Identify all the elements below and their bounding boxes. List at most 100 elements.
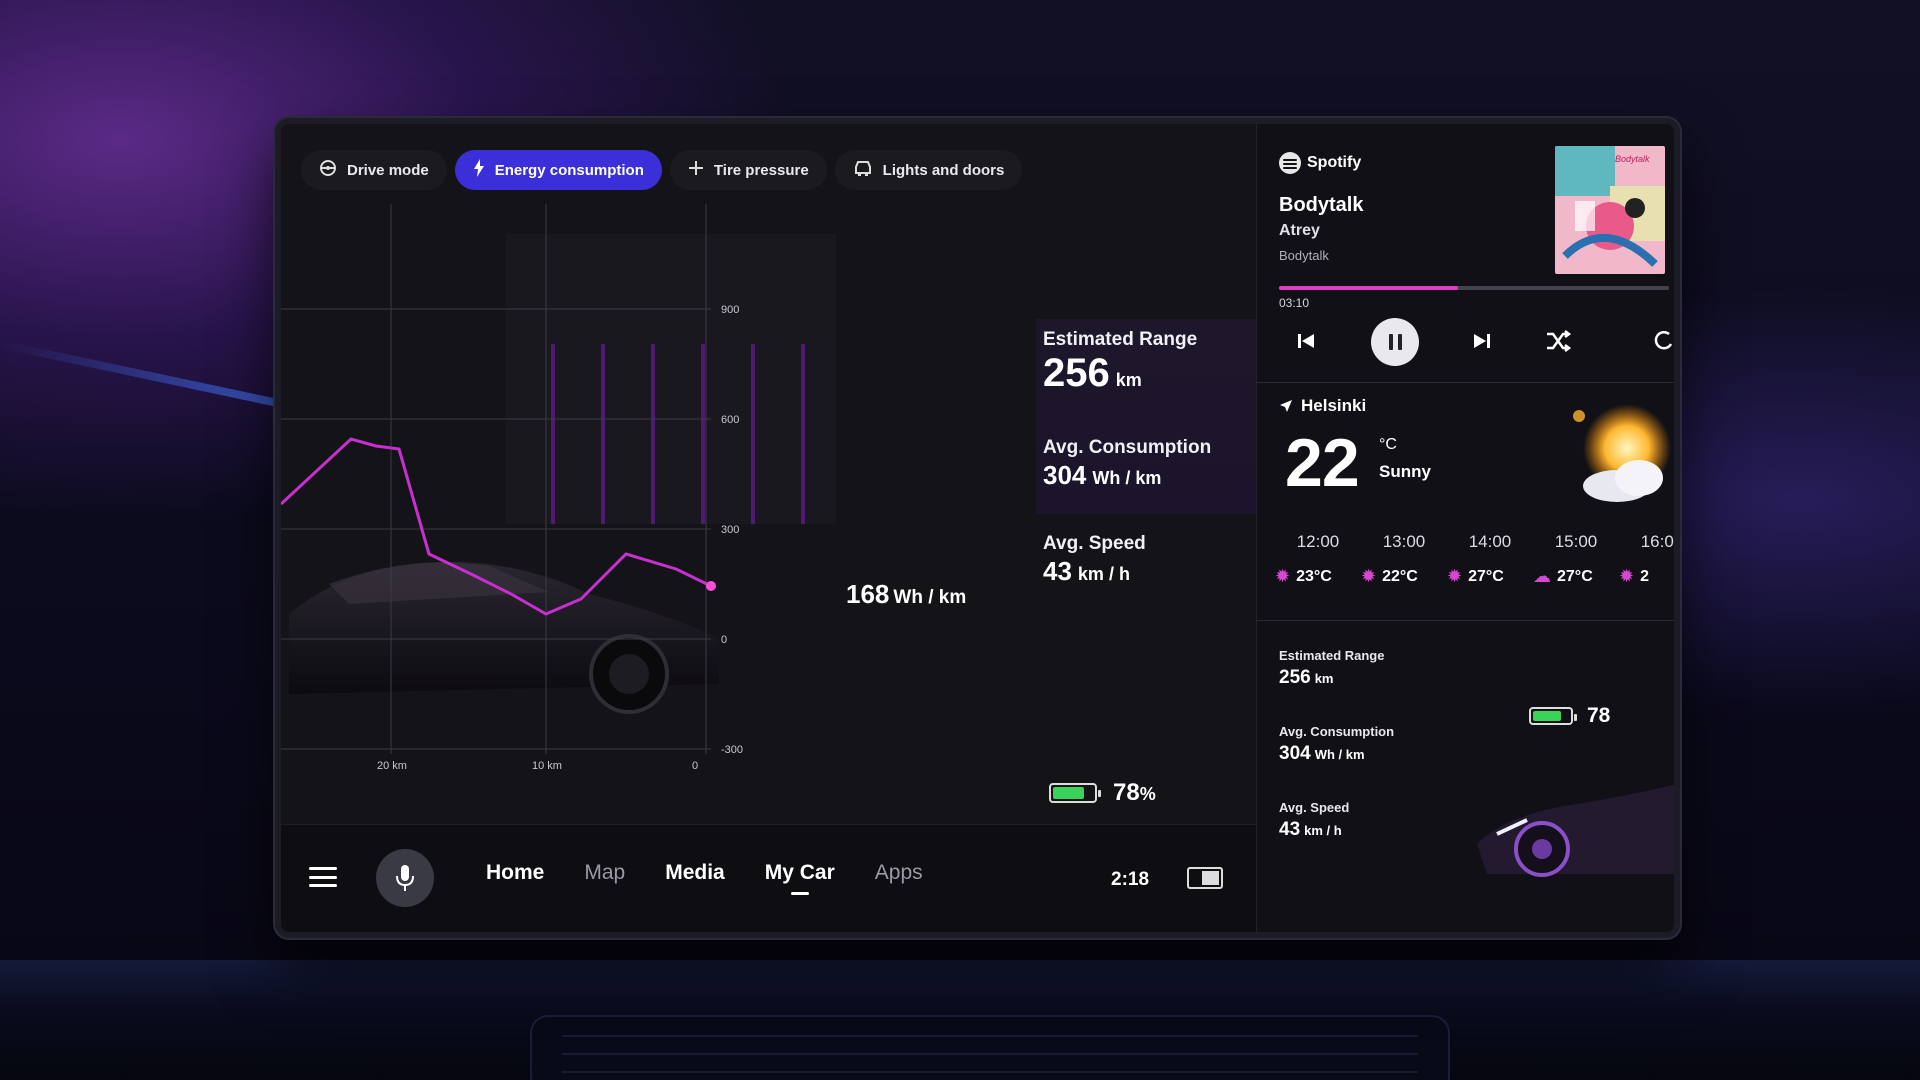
temperature-unit: °C	[1379, 436, 1397, 453]
mini-speed-label: Avg. Speed	[1279, 800, 1350, 815]
energy-chart: 900 600 300 0 -300 20 km 10 km 0	[281, 204, 836, 772]
sun-icon: ✹	[1447, 566, 1463, 586]
infotainment-screen: Drive mode Energy consumption Tire press…	[275, 118, 1680, 938]
sun-icon: ✹	[1619, 566, 1635, 586]
mini-speed-unit: km / h	[1304, 823, 1342, 838]
next-track-button[interactable]	[1465, 324, 1499, 358]
shuffle-button[interactable]	[1541, 324, 1575, 358]
range-highlight	[1036, 319, 1256, 514]
car-silhouette	[289, 561, 719, 714]
mini-battery-status: 78	[1529, 704, 1610, 728]
side-panel: Spotify Bodytalk Atrey Bodytalk Bodytalk…	[1256, 124, 1674, 932]
chart-backdrop-bar	[551, 344, 555, 524]
divider	[1257, 382, 1674, 383]
tire-icon	[688, 160, 704, 180]
car-icon	[853, 160, 873, 180]
y-tick-label: 300	[721, 524, 739, 536]
avg-consumption-unit: Wh / km	[1092, 468, 1162, 488]
weather-city: Helsinki	[1301, 396, 1367, 415]
chart-backdrop	[506, 234, 836, 524]
skip-back-icon	[1298, 334, 1314, 348]
forecast-time: 12:00	[1296, 532, 1340, 551]
avg-speed-value: 43	[1043, 556, 1072, 586]
x-tick-label: 0	[692, 760, 698, 772]
battery-status: 78%	[1049, 779, 1156, 807]
chart-backdrop-bar	[651, 344, 655, 524]
forecast-temp: 23°C	[1296, 567, 1332, 585]
spotify-brand: Spotify	[1279, 152, 1361, 174]
mini-avg-consumption: Avg. Consumption 304 Wh / km	[1279, 724, 1394, 765]
avg-consumption-value: 304	[1043, 460, 1087, 490]
album-art-text: Bodytalk	[1615, 154, 1650, 164]
voice-button[interactable]	[376, 849, 434, 907]
battery-value: 78	[1113, 779, 1140, 806]
current-temperature: 22	[1285, 425, 1360, 501]
mini-consumption-value: 304	[1279, 743, 1311, 764]
forecast-hour: 14:00 ✹ 27°C	[1447, 532, 1533, 587]
chart-backdrop-bar	[751, 344, 755, 524]
mini-range-value: 256	[1279, 667, 1311, 688]
estimated-range-value: 256	[1043, 351, 1110, 395]
y-tick-label: 0	[721, 634, 727, 646]
menu-icon[interactable]	[309, 867, 337, 887]
forecast-temp: 27°C	[1557, 567, 1593, 585]
tab-tire-pressure[interactable]: Tire pressure	[670, 150, 827, 190]
estimated-range-label: Estimated Range	[1043, 329, 1198, 350]
nav-home[interactable]: Home	[486, 861, 545, 884]
weather-condition: Sunny	[1379, 462, 1431, 481]
forecast-temp: 22°C	[1382, 567, 1418, 585]
current-consumption-unit: Wh / km	[893, 587, 967, 608]
forecast-temp: 27°C	[1468, 567, 1504, 585]
tab-drive-mode[interactable]: Drive mode	[301, 150, 447, 190]
tab-energy-consumption[interactable]: Energy consumption	[454, 150, 662, 190]
battery-icon	[1529, 707, 1577, 725]
track-progress-fill	[1279, 286, 1459, 290]
steering-wheel-icon	[319, 159, 337, 181]
album-art[interactable]: Bodytalk	[1555, 146, 1665, 274]
chart-backdrop-bar	[601, 344, 605, 524]
avg-speed-label: Avg. Speed	[1043, 533, 1146, 554]
dashboard-trim	[0, 340, 295, 411]
tab-label: Energy consumption	[494, 161, 644, 179]
current-consumption-readout: 168 Wh / km	[846, 579, 966, 610]
nav-map[interactable]: Map	[584, 861, 626, 884]
car-thumbnail	[1477, 784, 1674, 877]
current-point	[706, 581, 716, 591]
x-tick-label: 20 km	[377, 760, 407, 772]
nav-media[interactable]: Media	[665, 861, 725, 884]
nav-my-car[interactable]: My Car	[764, 861, 835, 895]
tab-label: Tire pressure	[713, 161, 809, 179]
y-tick-label: -300	[721, 744, 743, 756]
bottom-navigation: Home Map Media My Car Apps 2:18	[281, 824, 1256, 932]
cloud-icon: ☁	[1533, 566, 1551, 586]
forecast-hour: 16:00 ✹ 2	[1619, 532, 1674, 587]
air-vent	[530, 1015, 1450, 1080]
forecast-time: 15:00	[1554, 532, 1598, 551]
mini-range-unit: km	[1314, 671, 1334, 686]
forecast-temp: 2	[1640, 567, 1649, 585]
mini-estimated-range: Estimated Range 256 km	[1279, 648, 1384, 689]
repeat-button[interactable]	[1647, 324, 1674, 358]
track-elapsed-time: 03:10	[1279, 296, 1310, 310]
forecast-time: 14:00	[1468, 532, 1512, 551]
sun-cloud-icon	[1573, 404, 1671, 502]
battery-icon	[1049, 783, 1101, 803]
estimated-range-unit: km	[1115, 370, 1142, 390]
nav-apps[interactable]: Apps	[874, 861, 923, 884]
car-tabs: Drive mode Energy consumption Tire press…	[301, 148, 1022, 192]
track-progress-bar[interactable]	[1279, 286, 1669, 290]
repeat-icon	[1654, 331, 1673, 350]
track-title: Bodytalk	[1279, 194, 1364, 216]
weather-location: Helsinki	[1279, 396, 1366, 416]
forecast-time: 13:00	[1382, 532, 1426, 551]
previous-track-button[interactable]	[1289, 324, 1323, 358]
split-screen-icon[interactable]	[1187, 867, 1223, 889]
mini-battery-value: 78	[1587, 704, 1611, 727]
forecast-hour: 13:00 ✹ 22°C	[1361, 532, 1447, 587]
pause-button[interactable]	[1371, 318, 1419, 366]
tab-lights-and-doors[interactable]: Lights and doors	[835, 150, 1023, 190]
y-tick-label: 900	[721, 304, 739, 316]
nav-items: Home Map Media My Car Apps	[486, 861, 923, 895]
hourly-forecast: 12:00 ✹ 23°C 13:00 ✹ 22°C 14:00 ✹ 27°C 15:0…	[1275, 532, 1674, 592]
forecast-hour: 15:00 ☁ 27°C	[1533, 532, 1619, 587]
